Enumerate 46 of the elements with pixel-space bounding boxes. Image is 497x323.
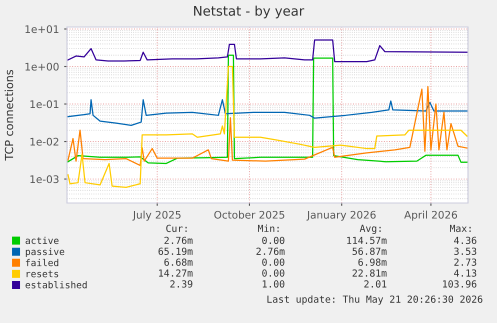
text: 56.87m xyxy=(352,248,387,255)
x-tick-label: October 2025 xyxy=(214,210,284,219)
text: Avg: xyxy=(360,224,381,234)
line-series xyxy=(67,86,468,166)
line-series xyxy=(67,66,468,188)
y-tick-label: 1e-01 xyxy=(30,100,58,108)
text: 65.19m xyxy=(158,248,193,255)
text: Last update: Thu May 21 20:26:30 2026 xyxy=(267,295,482,305)
text: 4.13 xyxy=(454,269,476,277)
legend-label: resets xyxy=(26,270,58,278)
text: 2.73 xyxy=(454,258,476,266)
text: 1.00 xyxy=(262,280,284,288)
y-tick-label: 1e+01 xyxy=(25,25,58,34)
text: 2.01 xyxy=(364,280,386,288)
y-axis-title: TCP connections xyxy=(4,70,14,161)
text: 3.53 xyxy=(454,248,476,255)
text: Cur: xyxy=(166,224,187,232)
y-tick-label: 1e-03 xyxy=(30,175,59,184)
x-tick-label: April 2026 xyxy=(404,210,458,221)
legend-label: established xyxy=(26,281,87,288)
text: Min: xyxy=(258,224,279,232)
text: 0.00 xyxy=(262,269,284,277)
legend-label: failed xyxy=(26,258,58,266)
legend-label: passive xyxy=(26,248,64,257)
text: 0.00 xyxy=(262,236,284,244)
y-tick-label: 1e-02 xyxy=(30,138,58,146)
x-tick-label: July 2025 xyxy=(132,210,181,221)
legend-label: active xyxy=(26,236,59,244)
text: 0.00 xyxy=(262,258,284,266)
text: Max: xyxy=(450,224,471,232)
text: 6.68m xyxy=(164,258,193,266)
y-tick-label: 1e+00 xyxy=(25,62,59,71)
line-series xyxy=(67,99,468,126)
text: 114.57m xyxy=(347,236,387,244)
text: 22.81m xyxy=(352,269,387,277)
text: 14.27m xyxy=(159,269,193,277)
x-tick-label: January 2026 xyxy=(306,210,376,221)
text: 4.36 xyxy=(454,236,476,244)
chart-title: Netstat - by year xyxy=(194,6,304,18)
text: 103.96 xyxy=(443,280,476,288)
line-series xyxy=(67,39,468,62)
text: 2.76m xyxy=(256,248,285,255)
line-series xyxy=(67,54,468,164)
text: 6.98m xyxy=(358,258,387,266)
text: 2.39 xyxy=(170,280,192,288)
text: 2.76m xyxy=(164,236,193,244)
